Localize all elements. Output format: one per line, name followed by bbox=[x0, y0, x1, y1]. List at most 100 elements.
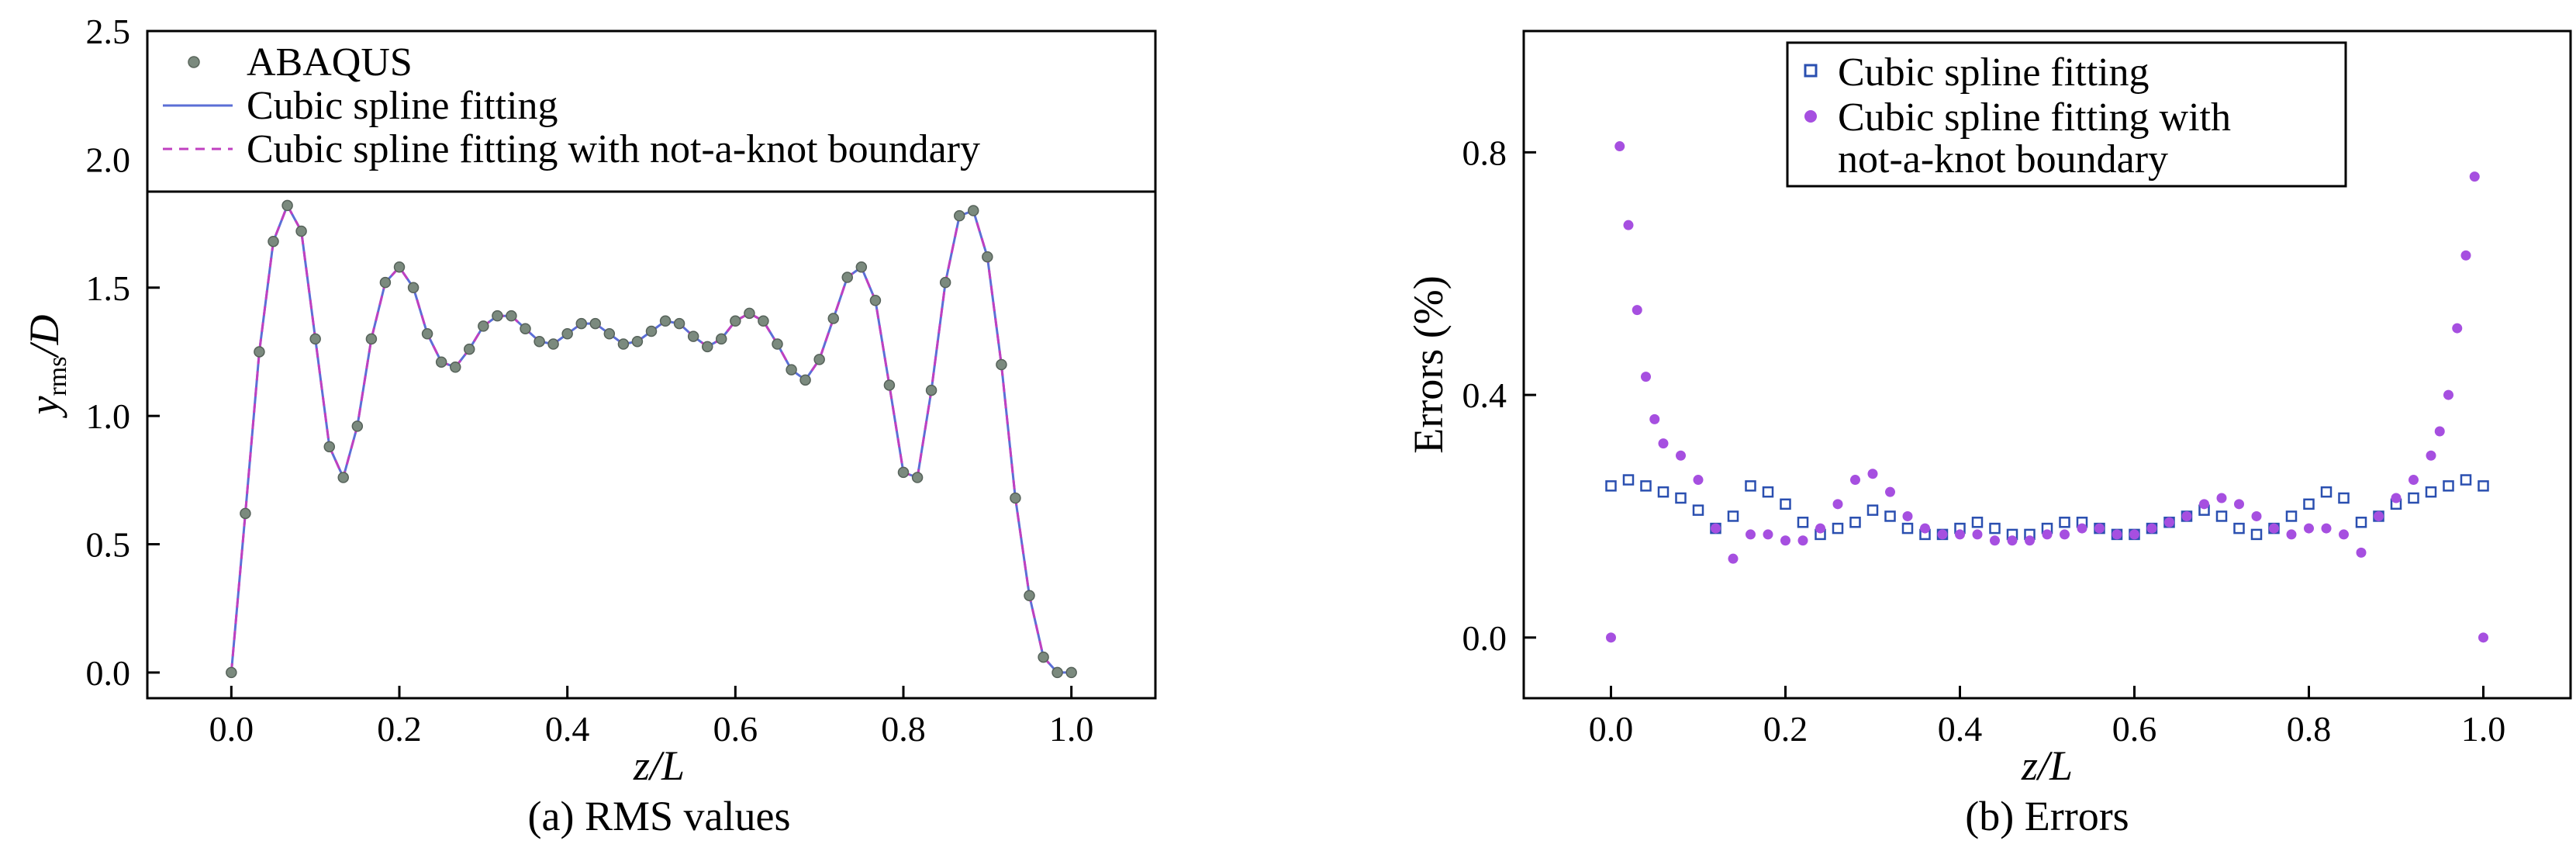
abaqus-point bbox=[295, 225, 307, 237]
abaqus-point bbox=[435, 356, 447, 368]
abaqus-point bbox=[351, 420, 364, 432]
not-a-knot-error-point bbox=[2443, 389, 2453, 400]
legend-cubic-spline-label: Cubic spline fitting bbox=[247, 84, 558, 128]
panel-a-series bbox=[226, 199, 1077, 679]
legend-abaqus-label: ABAQUS bbox=[247, 40, 413, 85]
cubic-spline-error-point bbox=[2250, 528, 2263, 541]
not-a-knot-error-point bbox=[2269, 523, 2279, 534]
panel-a-ticks: 0.0 0.2 0.4 0.6 0.8 1.0 0.0 0.5 1.0 1.5 2.0 2.5 bbox=[86, 12, 1094, 749]
panel-a-y-tick-label-2: 1.0 bbox=[86, 396, 131, 436]
panel-a-y-tick-label-5: 2.5 bbox=[86, 12, 131, 51]
not-a-knot-error-point bbox=[2129, 529, 2139, 540]
not-a-knot-error-point bbox=[2339, 529, 2349, 540]
not-a-knot-error-point bbox=[2007, 535, 2018, 546]
cubic-spline-error-point bbox=[2303, 498, 2315, 510]
cubic-spline-error-point bbox=[2285, 510, 2298, 522]
panel-a-rms-values: 0.0 0.2 0.4 0.6 0.8 1.0 0.0 0.5 1.0 1.5 2.0 2.5 yrm… bbox=[21, 12, 1157, 839]
panel-b-x-tick-label-4: 0.8 bbox=[2287, 709, 2332, 749]
abaqus-point bbox=[309, 333, 321, 345]
abaqus-point bbox=[841, 272, 853, 283]
cubic-spline-error-point bbox=[2320, 486, 2333, 498]
abaqus-point bbox=[506, 310, 517, 322]
abaqus-point bbox=[996, 358, 1007, 371]
cubic-spline-error-point bbox=[1605, 480, 1617, 492]
abaqus-point bbox=[954, 209, 965, 222]
panel-b-y-axis-label: Errors (%) bbox=[1405, 275, 1452, 453]
legend-b-cubic-spline-label: Cubic spline fitting bbox=[1838, 50, 2150, 95]
not-a-knot-error-point bbox=[2460, 250, 2471, 261]
panel-b-x-tick-label-0: 0.0 bbox=[1589, 709, 1634, 749]
panel-b-caption: (b) Errors bbox=[1965, 793, 2129, 839]
abaqus-point bbox=[450, 362, 461, 373]
panel-b-errors: 0.0 0.2 0.4 0.6 0.8 1.0 0.0 0.4 0.8 Errors (%) z… bbox=[1405, 29, 2572, 839]
not-a-knot-error-point bbox=[1955, 529, 1965, 540]
abaqus-point bbox=[337, 472, 349, 483]
not-a-knot-line bbox=[230, 202, 1072, 674]
cubic-spline-error-point bbox=[1692, 504, 1704, 516]
panel-a-y-tick-label-1: 0.5 bbox=[86, 525, 131, 565]
abaqus-point bbox=[982, 251, 993, 263]
abaqus-point bbox=[911, 472, 924, 483]
not-a-knot-error-point bbox=[2409, 475, 2419, 486]
abaqus-point bbox=[1051, 666, 1063, 679]
cubic-spline-error-point bbox=[1832, 522, 1844, 535]
legend-b-cubic-spline-marker bbox=[1804, 64, 1818, 78]
not-a-knot-error-point bbox=[1649, 413, 1660, 424]
cubic-spline-error-point bbox=[1622, 474, 1635, 486]
cubic-spline-error-point bbox=[2059, 517, 2070, 528]
abaqus-point bbox=[758, 315, 769, 327]
legend-not-a-knot-label: Cubic spline fitting with not-a-knot bou… bbox=[247, 127, 980, 171]
not-a-knot-error-point bbox=[1632, 305, 1642, 316]
not-a-knot-error-point bbox=[1711, 523, 1721, 534]
abaqus-point bbox=[226, 666, 237, 679]
cubic-spline-error-point bbox=[2355, 517, 2367, 528]
abaqus-point bbox=[827, 313, 840, 324]
abaqus-point bbox=[1010, 492, 1021, 504]
not-a-knot-error-point bbox=[1920, 523, 1930, 534]
not-a-knot-error-point bbox=[2234, 499, 2244, 510]
panel-b-y-tick-label-2: 0.8 bbox=[1462, 133, 1507, 172]
panel-a-y-tick-label-0: 0.0 bbox=[86, 653, 131, 693]
panel-a-x-tick-label-2: 0.4 bbox=[545, 709, 590, 749]
cubic-spline-error-point bbox=[2443, 480, 2454, 492]
abaqus-point bbox=[323, 441, 336, 453]
abaqus-point bbox=[240, 507, 251, 520]
not-a-knot-error-point bbox=[1850, 475, 1860, 486]
not-a-knot-error-point bbox=[2251, 510, 2262, 521]
abaqus-point bbox=[687, 330, 699, 342]
not-a-knot-error-point bbox=[2146, 523, 2157, 534]
panel-a-legend: ABAQUS Cubic spline fitting Cubic spline… bbox=[146, 29, 1157, 193]
abaqus-point bbox=[407, 282, 420, 294]
not-a-knot-error-point bbox=[2199, 499, 2209, 510]
panel-a-y-axis-label: yrms/D bbox=[21, 315, 72, 419]
not-a-knot-error-point bbox=[1832, 499, 1843, 510]
abaqus-point bbox=[631, 335, 644, 348]
panel-b-series bbox=[1605, 141, 2489, 643]
cubic-spline-error-point bbox=[1849, 517, 1861, 528]
cubic-spline-error-point bbox=[1971, 517, 1984, 528]
not-a-knot-error-point bbox=[1658, 438, 1669, 449]
panel-a-caption: (a) RMS values bbox=[528, 793, 791, 839]
cubic-spline-error-point bbox=[1657, 486, 1670, 498]
not-a-knot-error-point bbox=[1746, 529, 1756, 540]
abaqus-point bbox=[967, 205, 979, 216]
cubic-spline-error-point bbox=[2408, 492, 2419, 504]
not-a-knot-error-point bbox=[1990, 535, 2000, 546]
abaqus-point bbox=[589, 317, 601, 330]
cubic-spline-error-point bbox=[2425, 486, 2437, 498]
cubic-spline-error-point bbox=[1762, 486, 1774, 498]
cubic-spline-error-point bbox=[1797, 517, 1809, 528]
not-a-knot-error-point bbox=[1693, 475, 1704, 486]
cubic-spline-error-point bbox=[1884, 510, 1896, 522]
not-a-knot-error-point bbox=[1780, 535, 1790, 546]
not-a-knot-error-point bbox=[1623, 220, 1634, 230]
abaqus-point bbox=[281, 199, 293, 212]
cubic-spline-line bbox=[230, 202, 1072, 674]
panel-a-x-tick-label-3: 0.6 bbox=[713, 709, 758, 749]
abaqus-point bbox=[855, 261, 868, 273]
panel-b-plot-frame bbox=[1522, 29, 2572, 700]
abaqus-point bbox=[744, 307, 755, 320]
panel-a-x-tick-label-0: 0.0 bbox=[209, 709, 254, 749]
panel-a-y-tick-label-4: 2.0 bbox=[86, 140, 131, 179]
abaqus-point bbox=[897, 466, 910, 479]
